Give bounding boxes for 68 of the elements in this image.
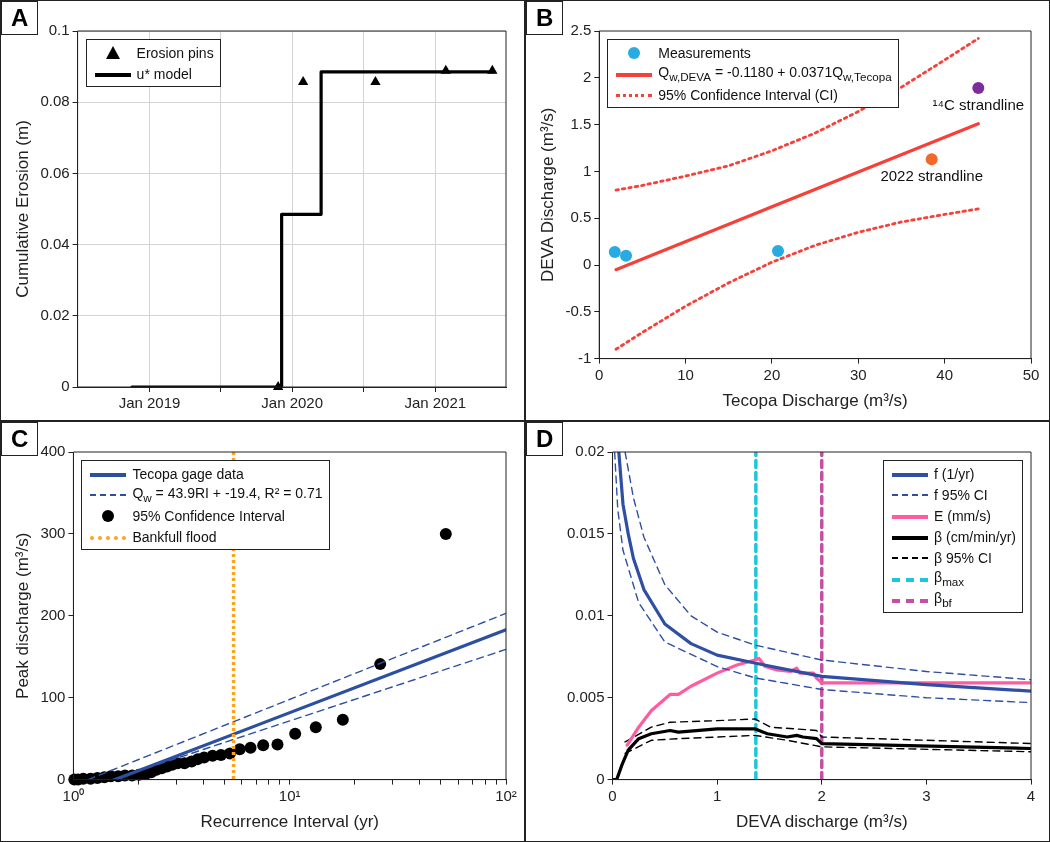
y-tick-label: 1.5 <box>570 114 592 132</box>
legend-label: β$_{max}$ <box>934 569 965 588</box>
y-tick-label: 0.02 <box>40 305 70 323</box>
y-tick-label: 0 <box>582 255 592 273</box>
text: A <box>1 1 39 35</box>
x-tick-label: 0 <box>608 786 617 804</box>
y-tick-label: 0 <box>61 377 70 395</box>
y-tick-label: -0.5 <box>565 301 592 319</box>
text: C <box>1 422 39 456</box>
y-tick-label: 1 <box>582 161 592 179</box>
x-tick-label: Jan 2020 <box>261 394 324 412</box>
y-tick-label: 200 <box>40 605 66 623</box>
y-tick-label: 0.5 <box>570 208 592 226</box>
legend-label: β 95% CI <box>934 549 992 566</box>
y-tick-label: 0.015 <box>566 524 605 542</box>
x-axis-title: Tecopa Discharge (m³/s) <box>722 391 908 411</box>
legend-label: u* model <box>136 65 192 82</box>
x-tick-label: 10¹ <box>278 786 301 804</box>
x-tick-label: 30 <box>849 365 867 383</box>
y-tick-label: 0.02 <box>575 442 605 460</box>
y-tick-label: 0.01 <box>575 605 605 623</box>
legend-label: β$_{bf}$ <box>934 590 952 609</box>
legend-label: E (mm/s) <box>934 507 991 524</box>
y-axis-title: Peak discharge (m³/s) <box>12 532 32 699</box>
x-axis-title: Recurrence Interval (yr) <box>200 812 379 832</box>
y-tick-label: 0.005 <box>566 687 605 705</box>
y-axis-title: DEVA Discharge (m³/s) <box>537 107 557 283</box>
legend-label: 95% Confidence Interval <box>132 507 285 524</box>
y-tick-label: 0.08 <box>40 92 70 110</box>
y-tick-label: 2.5 <box>570 21 592 39</box>
annotation: ¹⁴C strandline <box>932 95 1025 113</box>
x-tick-label: 3 <box>922 786 931 804</box>
legend-label: β (cm/min/yr) <box>934 528 1016 545</box>
text: D <box>526 422 564 456</box>
y-tick-label: -1 <box>577 348 592 366</box>
ref-line-label: Bankfull flood <box>132 528 217 545</box>
y-tick-label: 100 <box>40 687 66 705</box>
x-tick-label: Jan 2021 <box>404 394 467 412</box>
legend-label: f (1/yr) <box>934 465 975 482</box>
text: B <box>526 1 564 35</box>
annotation: 2022 strandline <box>880 166 983 184</box>
legend-label: Q$_{w,DEVA}$ = -0.1180 + 0.0371Q$_{w,Tecopa}$ <box>658 64 892 83</box>
y-tick-label: 0.04 <box>40 234 70 252</box>
y-tick-label: 400 <box>40 442 66 460</box>
y-tick-label: 2 <box>582 67 592 85</box>
y-axis-title: Cumulative Erosion (m) <box>12 120 32 298</box>
y-tick-label: 300 <box>40 524 66 542</box>
x-tick-label: 10 <box>677 365 694 383</box>
y-tick-label: 0.06 <box>40 163 70 181</box>
legend-label: f 95% CI <box>934 486 988 503</box>
x-axis-title: DEVA discharge (m³/s) <box>735 812 908 832</box>
x-tick-label: Jan 2019 <box>118 394 181 412</box>
x-tick-label: 40 <box>936 365 953 383</box>
y-tick-label: 0.1 <box>48 21 70 39</box>
legend-label: Erosion pins <box>136 44 214 61</box>
legend-label: Q$_{w}$ = 43.9RI + -19.4, R² = 0.71 <box>132 485 323 504</box>
x-tick-label: 4 <box>1026 786 1036 804</box>
legend-label: Tecopa gage data <box>132 465 244 482</box>
x-tick-label: 10² <box>495 786 517 804</box>
x-tick-label: 50 <box>1022 365 1040 383</box>
y-tick-label: 0 <box>596 769 605 787</box>
y-tick-label: 0 <box>57 769 66 787</box>
x-tick-label: 20 <box>763 365 781 383</box>
legend-label: 95% Confidence Interval (CI) <box>658 86 838 103</box>
legend-label: Measurements <box>658 44 751 61</box>
x-tick-label: 10⁰ <box>62 786 85 804</box>
x-tick-label: 1 <box>712 786 722 804</box>
x-tick-label: 2 <box>817 786 826 804</box>
